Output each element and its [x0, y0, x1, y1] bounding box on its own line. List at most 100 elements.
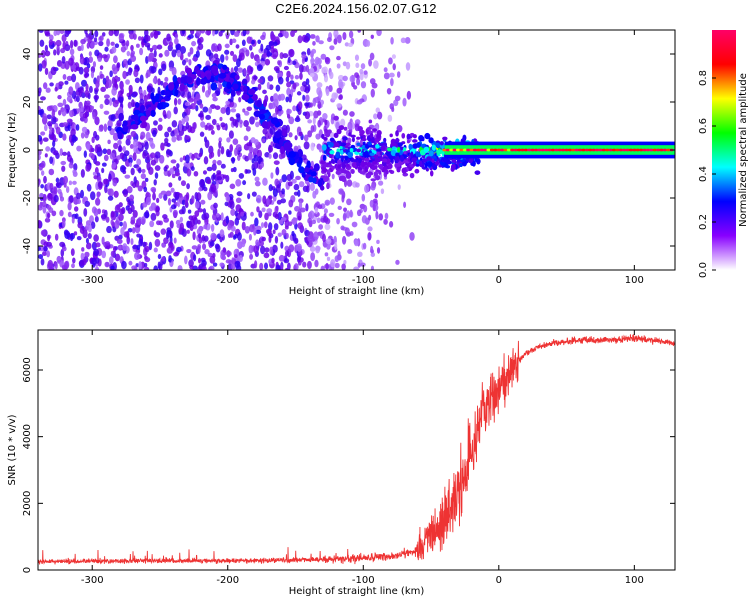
spectral-cell [49, 182, 54, 191]
spectral-cell [437, 149, 444, 155]
spectral-cell [132, 91, 138, 97]
spectral-cell [307, 234, 313, 243]
spectral-cell [301, 54, 307, 59]
spectral-cell [266, 49, 271, 58]
spectral-cell [184, 199, 189, 208]
spectral-cell [230, 208, 236, 217]
spectral-cell [122, 243, 128, 251]
spectral-cell [67, 124, 71, 132]
tone-cell [499, 148, 505, 152]
spectral-cell [196, 228, 203, 236]
spectral-cell [277, 232, 282, 237]
spectral-cell [224, 201, 229, 207]
spectral-cell [303, 167, 310, 173]
spectral-cell [273, 65, 280, 72]
spectral-cell [439, 141, 444, 146]
spectral-cell [190, 102, 196, 110]
spectral-cell [82, 197, 86, 205]
spectral-cell [129, 144, 134, 149]
spectral-cell [317, 204, 323, 210]
spectral-cell [189, 30, 195, 35]
spectral-cell [218, 31, 223, 37]
spectral-cell [136, 218, 143, 226]
spectral-cell [130, 50, 135, 56]
colorbar-tick-label: 0.8 [698, 70, 709, 86]
spectral-cell [335, 153, 340, 159]
spectral-cell [229, 116, 235, 122]
spectral-cell [47, 193, 53, 200]
spectral-cell [194, 201, 200, 209]
spectral-cell [184, 154, 190, 164]
spectral-cell [114, 253, 121, 262]
spectral-cell [271, 257, 275, 264]
spectral-cell [169, 67, 174, 72]
snr-x-axis-label: Height of straight line (km) [289, 586, 425, 597]
spectral-cell [63, 229, 69, 236]
spectral-cell [152, 77, 156, 84]
spectral-cell [106, 79, 112, 89]
spectral-cell [213, 202, 218, 209]
spectral-cell [49, 156, 54, 165]
spectral-cell [320, 160, 326, 165]
spectral-cell [363, 151, 369, 158]
spectral-cell [57, 188, 62, 194]
spectral-cell [246, 142, 252, 147]
spectral-cell [181, 199, 186, 206]
spectral-cell [294, 135, 298, 141]
tone-cell [489, 148, 495, 152]
spectral-cell [137, 144, 143, 149]
spectral-cell [95, 197, 101, 206]
spectral-cell [329, 71, 334, 80]
spectral-cell [231, 38, 237, 44]
spectral-cell [87, 35, 92, 44]
spectral-cell [344, 155, 348, 161]
spectral-cell [103, 178, 109, 185]
spectral-cell [355, 62, 360, 68]
spectral-cell [173, 106, 178, 115]
spectral-cell [96, 75, 100, 84]
spectral-cell [208, 124, 214, 131]
spectral-cell [397, 184, 401, 190]
spectral-cell [173, 237, 177, 244]
spectral-cell [305, 78, 310, 86]
spectral-cell [336, 55, 341, 61]
spectral-cell [325, 238, 332, 245]
spectral-cell [309, 246, 316, 253]
spectral-cell [56, 255, 62, 263]
colorbar-tick-label: 0.2 [698, 214, 709, 230]
spectral-cell [247, 88, 256, 95]
spectral-cell [166, 233, 170, 240]
spectral-cell [214, 105, 221, 110]
tone-cell [472, 148, 478, 152]
spectral-cell [230, 108, 237, 113]
spectral-cell [103, 123, 108, 132]
spectral-cell [379, 151, 383, 156]
spectral-cell [277, 60, 281, 66]
spectral-cell [260, 34, 266, 41]
spectral-cell [133, 69, 139, 78]
spectral-cell [266, 208, 273, 214]
spectral-cell [253, 147, 258, 154]
spectral-cell [62, 133, 67, 141]
spectral-cell [134, 102, 140, 108]
spectral-cell [268, 41, 275, 46]
spectral-cell [314, 259, 319, 268]
spectral-cell [251, 158, 255, 164]
spectral-cell [337, 159, 342, 165]
spectral-cell [150, 66, 157, 74]
spectral-cell [152, 129, 157, 138]
spectral-cell [109, 152, 116, 160]
spectral-cell [287, 262, 291, 270]
spectral-cell [163, 141, 169, 147]
spectral-cell [306, 185, 310, 193]
spectral-cell [151, 44, 158, 51]
spectral-cell [329, 142, 334, 148]
tone-cell [530, 148, 535, 152]
spectral-cell [145, 131, 151, 141]
spectral-cell [255, 239, 260, 247]
spectral-cell [55, 30, 61, 36]
spectrogram-x-axis-label: Height of straight line (km) [289, 286, 425, 297]
snr-y-axis-label: SNR (10 * v/v) [7, 414, 18, 485]
spectral-cell [178, 227, 182, 235]
spectral-cell [154, 172, 159, 179]
